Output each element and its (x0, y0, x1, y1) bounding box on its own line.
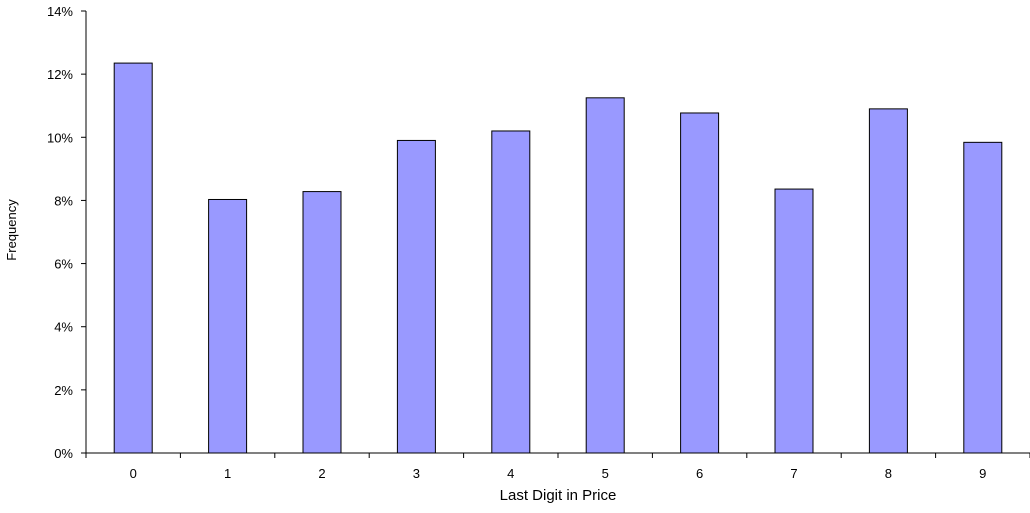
x-tick-label: 4 (507, 466, 514, 481)
y-tick-label: 2% (54, 383, 73, 398)
bar-digit-9 (963, 141, 1003, 454)
y-tick-label: 6% (54, 257, 73, 272)
x-tick-label: 8 (885, 466, 892, 481)
y-tick-label: 8% (54, 193, 73, 208)
bar-digit-5 (585, 97, 625, 454)
y-tick-label: 10% (47, 130, 73, 145)
bar-digit-6 (680, 112, 720, 454)
y-tick-label: 12% (47, 67, 73, 82)
x-tick-label: 2 (318, 466, 325, 481)
bar-digit-3 (396, 139, 436, 454)
y-axis-title: Frequency (4, 199, 19, 261)
bar-digit-2 (302, 191, 342, 454)
y-tick-label: 4% (54, 320, 73, 335)
x-tick-label: 6 (696, 466, 703, 481)
bar-digit-1 (208, 198, 248, 454)
bar-digit-8 (868, 108, 908, 454)
y-tick-label: 0% (54, 446, 73, 461)
x-tick-label: 1 (224, 466, 231, 481)
bar-digit-0 (113, 62, 153, 454)
x-tick-label: 9 (979, 466, 986, 481)
bar-digit-4 (491, 130, 531, 454)
y-tick-label: 14% (47, 4, 73, 19)
x-tick-label: 7 (790, 466, 797, 481)
x-axis-title: Last Digit in Price (500, 487, 617, 504)
x-tick-label: 3 (413, 466, 420, 481)
bar-digit-7 (774, 188, 814, 454)
x-tick-label: 0 (130, 466, 137, 481)
x-tick-label: 5 (602, 466, 609, 481)
